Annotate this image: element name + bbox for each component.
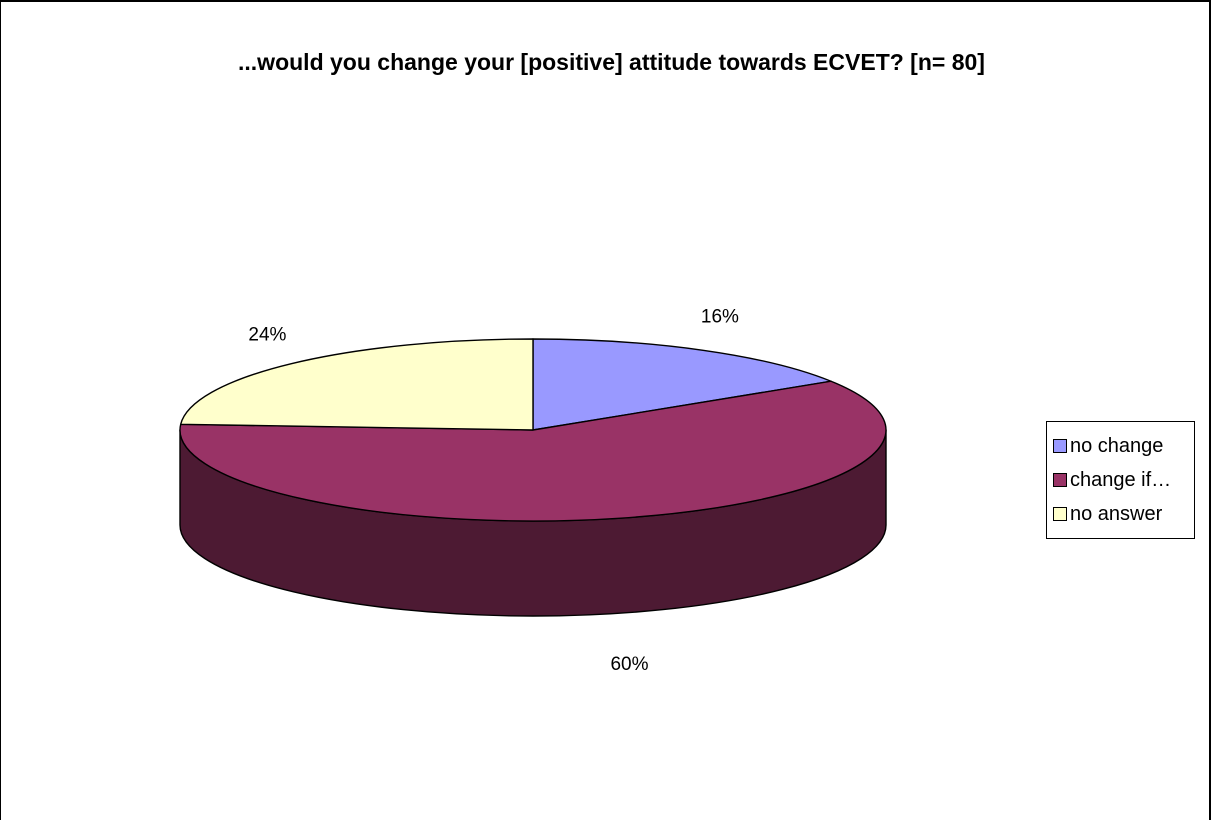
legend-item-no-answer: no answer <box>1053 497 1194 531</box>
data-label-no-answer: 24% <box>248 325 286 346</box>
legend: no change change if… no answer <box>1046 421 1195 539</box>
legend-swatch <box>1053 473 1067 487</box>
pie-slice-no-answer <box>179 338 534 431</box>
legend-item-no-change: no change <box>1053 429 1194 463</box>
legend-label: no change <box>1070 434 1164 457</box>
legend-label: no answer <box>1070 502 1163 525</box>
legend-swatch <box>1053 439 1067 453</box>
legend-item-change-if: change if… <box>1053 463 1194 497</box>
chart-title: ...would you change your [positive] atti… <box>238 49 985 75</box>
pie-slice-change-if- <box>179 380 887 522</box>
legend-label: change if… <box>1070 468 1172 491</box>
data-label-no-change: 16% <box>701 306 739 327</box>
legend-swatch <box>1053 507 1067 521</box>
pie-slice-no-change <box>532 338 832 431</box>
data-label-change-if-: 60% <box>610 654 648 675</box>
